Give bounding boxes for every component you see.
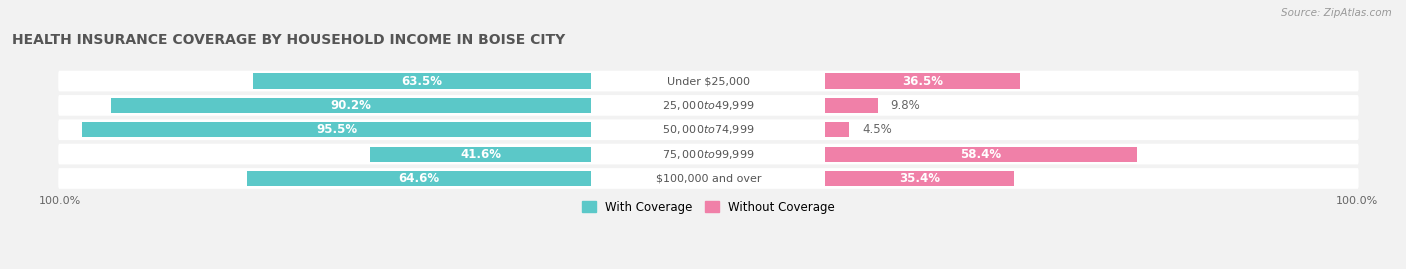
Text: 36.5%: 36.5% xyxy=(903,75,943,87)
Text: 95.5%: 95.5% xyxy=(316,123,357,136)
Text: 35.4%: 35.4% xyxy=(900,172,941,185)
Legend: With Coverage, Without Coverage: With Coverage, Without Coverage xyxy=(576,196,839,218)
Text: $100,000 and over: $100,000 and over xyxy=(655,174,761,183)
FancyBboxPatch shape xyxy=(58,119,1358,140)
Text: 9.8%: 9.8% xyxy=(890,99,921,112)
FancyBboxPatch shape xyxy=(58,95,1358,116)
Text: $25,000 to $49,999: $25,000 to $49,999 xyxy=(662,99,755,112)
Text: $50,000 to $74,999: $50,000 to $74,999 xyxy=(662,123,755,136)
Text: Source: ZipAtlas.com: Source: ZipAtlas.com xyxy=(1281,8,1392,18)
Bar xyxy=(247,171,592,186)
Text: 100.0%: 100.0% xyxy=(39,196,82,206)
Bar xyxy=(825,122,849,137)
Text: 63.5%: 63.5% xyxy=(402,75,443,87)
Text: 64.6%: 64.6% xyxy=(399,172,440,185)
Text: Under $25,000: Under $25,000 xyxy=(666,76,749,86)
Text: 100.0%: 100.0% xyxy=(1336,196,1378,206)
Text: 58.4%: 58.4% xyxy=(960,148,1001,161)
FancyBboxPatch shape xyxy=(58,144,1358,164)
Text: $75,000 to $99,999: $75,000 to $99,999 xyxy=(662,148,755,161)
Bar xyxy=(83,122,592,137)
Bar xyxy=(370,147,592,162)
Bar xyxy=(825,98,877,113)
Text: 41.6%: 41.6% xyxy=(460,148,501,161)
Bar xyxy=(825,147,1137,162)
Bar xyxy=(825,73,1019,89)
Bar xyxy=(253,73,592,89)
Bar xyxy=(111,98,592,113)
Bar xyxy=(825,171,1014,186)
FancyBboxPatch shape xyxy=(58,71,1358,91)
FancyBboxPatch shape xyxy=(58,168,1358,189)
Text: HEALTH INSURANCE COVERAGE BY HOUSEHOLD INCOME IN BOISE CITY: HEALTH INSURANCE COVERAGE BY HOUSEHOLD I… xyxy=(13,33,565,47)
Text: 90.2%: 90.2% xyxy=(330,99,371,112)
Text: 4.5%: 4.5% xyxy=(862,123,893,136)
